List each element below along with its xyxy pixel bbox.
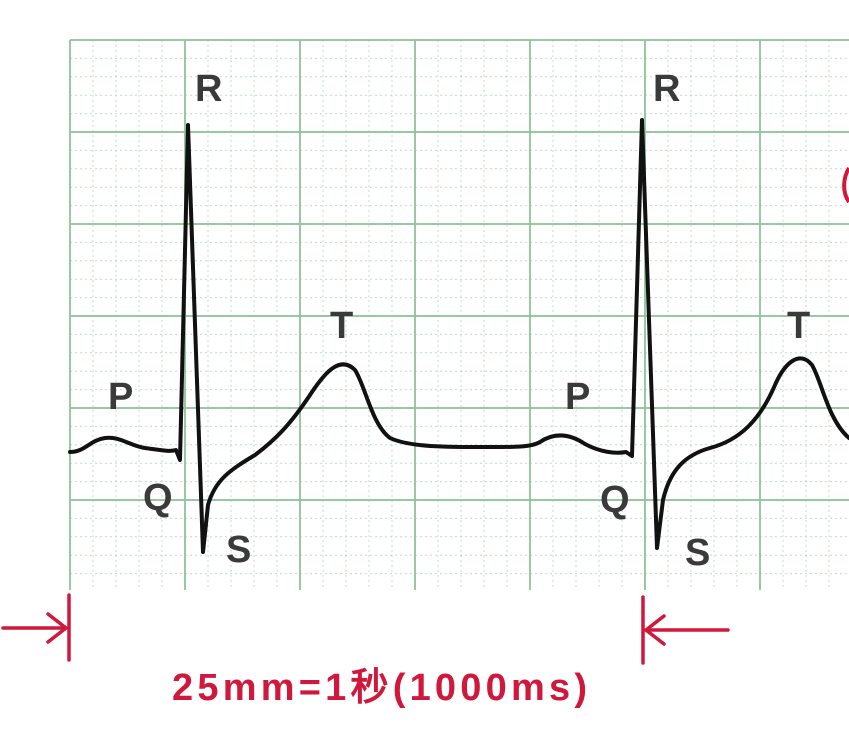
red-partial-shape bbox=[842, 166, 849, 204]
label-r-1: R bbox=[195, 68, 222, 110]
label-q-1: Q bbox=[143, 477, 173, 519]
interval-marker bbox=[1, 593, 730, 665]
ecg-trace bbox=[68, 118, 849, 554]
label-q-2: Q bbox=[600, 479, 630, 521]
label-r-2: R bbox=[653, 68, 680, 110]
arrow-left-head bbox=[643, 614, 666, 646]
scale-caption: 25mm=1秒(1000ms) bbox=[172, 667, 587, 709]
label-t-1: T bbox=[330, 305, 353, 347]
label-t-2: T bbox=[787, 305, 810, 347]
arrow-right-head bbox=[46, 612, 69, 644]
label-p-1: P bbox=[108, 376, 133, 418]
label-s-1: S bbox=[226, 529, 251, 571]
label-p-2: P bbox=[565, 376, 590, 418]
ecg-grid-paper bbox=[69, 39, 849, 590]
label-s-2: S bbox=[685, 532, 710, 574]
